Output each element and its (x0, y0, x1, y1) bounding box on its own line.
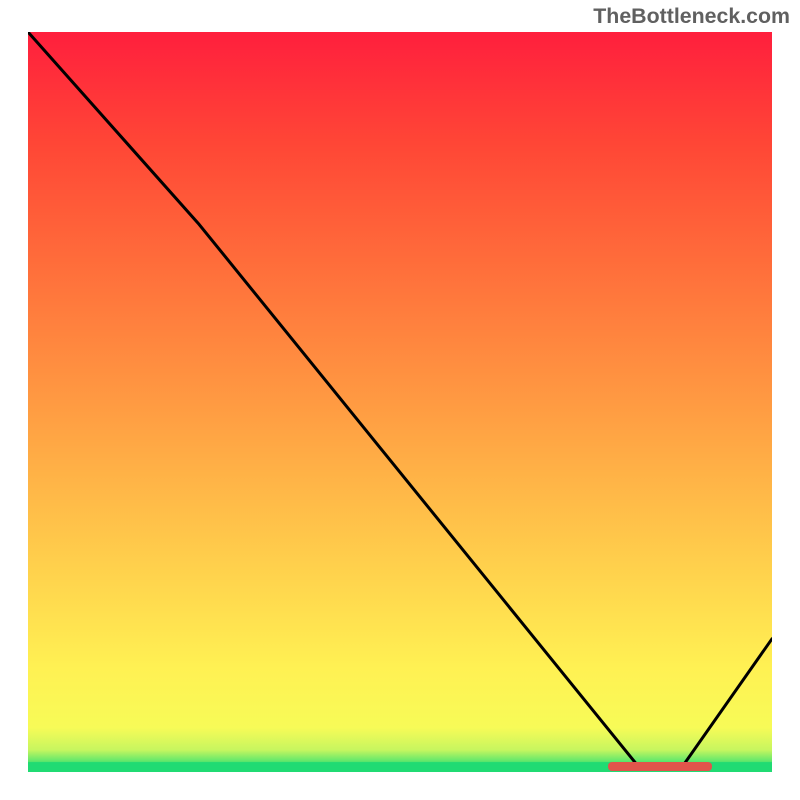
chart-curve (28, 32, 772, 772)
attribution-text: TheBottleneck.com (593, 4, 790, 29)
chart-plot-area (28, 32, 772, 772)
chart-minimum-marker (608, 762, 712, 771)
